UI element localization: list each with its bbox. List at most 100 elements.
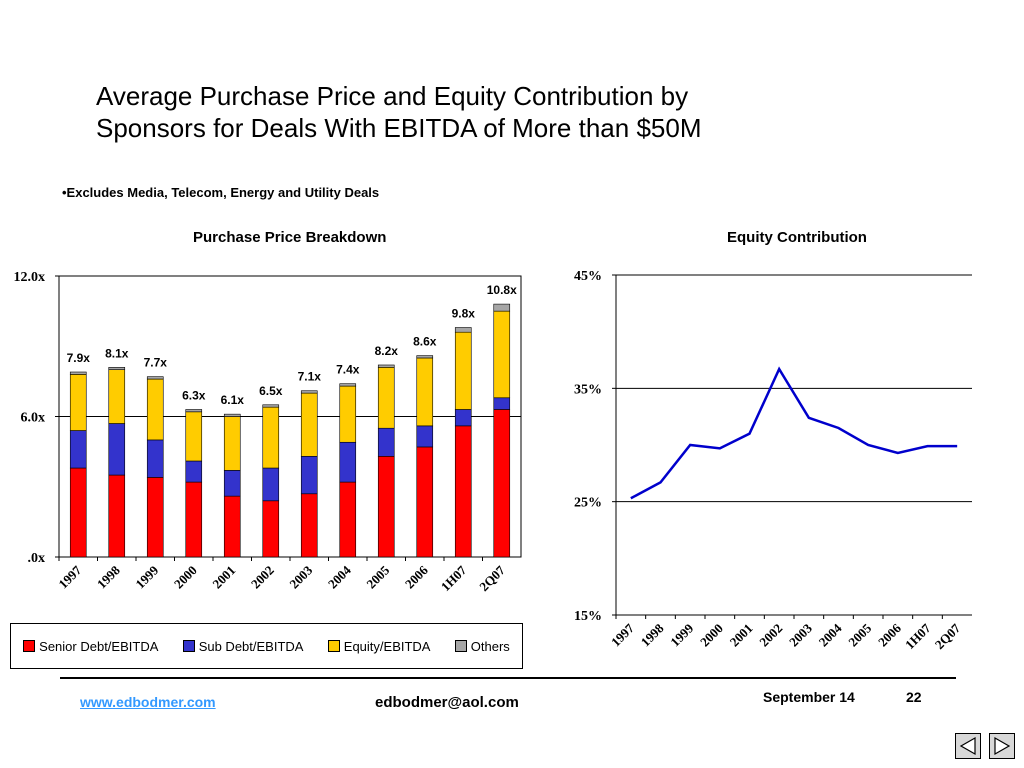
bar-segment-senior-debt — [69, 467, 87, 558]
bar-segment-sub-debt — [262, 467, 280, 502]
equity-contribution-line — [630, 366, 958, 500]
bar-segment-others — [223, 413, 241, 417]
previous-slide-button[interactable] — [955, 733, 981, 759]
line-x-tick-label: 2Q07 — [932, 620, 964, 652]
line-x-tick-label: 2005 — [845, 620, 874, 649]
line-y-tick-label: 45% — [574, 269, 602, 284]
website-link[interactable]: www.edbodmer.com — [80, 694, 216, 710]
line-x-tick-label: 2002 — [756, 621, 785, 650]
bar-total-label: 8.1x — [105, 346, 129, 360]
slide-title-line-1: Average Purchase Price and Equity Contri… — [96, 81, 689, 111]
bar-segment-senior-debt — [262, 500, 280, 558]
footer-divider — [60, 677, 956, 679]
footer-date: September 14 — [763, 689, 855, 705]
line-x-tick-label: 2003 — [786, 620, 815, 649]
bar-x-tick-label: 2004 — [325, 562, 354, 591]
bar-segment-others — [146, 376, 164, 380]
bar-segment-senior-debt — [416, 446, 434, 558]
bar-segment-equity — [262, 406, 280, 469]
bar-segment-equity — [493, 310, 511, 399]
line-x-tick-label: 2004 — [816, 620, 845, 649]
legend-label: Sub Debt/EBITDA — [198, 638, 304, 654]
bar-total-label: 6.3x — [182, 388, 206, 402]
bar-segment-sub-debt — [223, 470, 241, 497]
bar-y-tick-label: 12.0x — [14, 270, 46, 285]
bar-total-label: 7.9x — [67, 351, 91, 365]
bar-x-tick-label: 2000 — [171, 563, 200, 592]
bar-total-label: 10.8x — [487, 283, 517, 297]
bar-x-tick-label: 1997 — [55, 562, 84, 591]
bar-segment-senior-debt — [339, 481, 357, 558]
bar-segment-others — [300, 390, 318, 394]
bar-segment-sub-debt — [339, 441, 357, 483]
bar-x-tick-label: 1998 — [94, 562, 123, 591]
bar-total-label: 7.4x — [336, 363, 360, 377]
slide-title-line-2: Sponsors for Deals With EBITDA of More t… — [96, 113, 702, 143]
bar-segment-senior-debt — [223, 495, 241, 558]
bar-x-tick-label: 1H07 — [438, 562, 470, 594]
line-x-tick-label: 1997 — [608, 620, 637, 649]
bar-y-tick-label: 6.0x — [21, 411, 46, 426]
bar-total-label: 6.1x — [221, 393, 245, 407]
bar-segment-sub-debt — [416, 425, 434, 448]
next-slide-button[interactable] — [989, 733, 1015, 759]
legend-label: Others — [470, 638, 510, 654]
line-x-tick-label: 2006 — [875, 620, 904, 649]
bar-x-tick-label: 2006 — [402, 562, 431, 591]
bar-total-label: 7.1x — [298, 370, 322, 384]
bar-segment-senior-debt — [108, 474, 126, 558]
line-x-tick-label: 1999 — [667, 620, 696, 649]
bar-segment-equity — [185, 411, 203, 462]
line-x-tick-label: 1998 — [638, 620, 667, 649]
bar-chart-title: Purchase Price Breakdown — [193, 229, 387, 246]
bar-segment-others — [262, 404, 280, 408]
bar-total-label: 8.2x — [375, 344, 399, 358]
bar-x-tick-label: 2003 — [286, 562, 315, 591]
bar-segment-others — [185, 409, 203, 413]
bar-segment-others — [339, 383, 357, 387]
bar-segment-senior-debt — [454, 425, 472, 558]
legend-swatch-others — [454, 640, 467, 652]
bar-segment-equity — [223, 416, 241, 471]
bar-x-tick-label: 2001 — [209, 563, 238, 592]
bar-x-tick-label: 2Q07 — [476, 562, 508, 594]
bar-segment-others — [377, 364, 395, 368]
bar-segment-equity — [339, 385, 357, 443]
line-y-tick-label: 35% — [574, 382, 602, 397]
line-y-tick-label: 25% — [574, 496, 602, 511]
bar-y-tick-label: .0x — [28, 551, 46, 566]
legend-item-equity: Equity/EBITDA — [327, 638, 431, 654]
page-number: 22 — [906, 689, 922, 705]
line-y-tick-label: 15% — [574, 609, 602, 624]
legend-label: Equity/EBITDA — [343, 638, 431, 654]
bar-x-tick-label: 2005 — [363, 562, 392, 591]
line-x-tick-label: 2000 — [697, 621, 726, 650]
bar-segment-others — [454, 327, 472, 333]
bar-segment-sub-debt — [185, 460, 203, 483]
bar-segment-equity — [377, 367, 395, 429]
footer-email: edbodmer@aol.com — [375, 694, 519, 711]
line-chart-title: Equity Contribution — [727, 229, 867, 246]
bar-total-label: 7.7x — [144, 356, 168, 370]
next-slide-icon — [994, 736, 1011, 756]
bar-segment-senior-debt — [377, 456, 395, 558]
bar-segment-others — [69, 371, 87, 375]
legend-swatch-equity — [327, 640, 340, 652]
footnote-bullet: •Excludes Media, Telecom, Energy and Uti… — [62, 185, 380, 200]
bar-segment-senior-debt — [185, 481, 203, 558]
bar-segment-equity — [300, 392, 318, 457]
bar-segment-equity — [108, 369, 126, 424]
bar-segment-others — [108, 367, 126, 370]
legend-item-senior-debt: Senior Debt/EBITDA — [23, 639, 158, 654]
bar-segment-others — [493, 303, 511, 312]
bar-segment-senior-debt — [146, 477, 164, 558]
bar-chart-legend: Senior Debt/EBITDA Sub Debt/EBITDA Equit… — [10, 623, 523, 669]
legend-swatch-senior-debt — [23, 640, 36, 652]
slide-title: Average Purchase Price and Equity Contri… — [96, 80, 701, 144]
bar-segment-sub-debt — [454, 409, 472, 427]
bar-segment-sub-debt — [300, 456, 318, 495]
bar-segment-equity — [146, 378, 164, 441]
bar-segment-equity — [454, 331, 472, 410]
bar-segment-sub-debt — [377, 427, 395, 457]
